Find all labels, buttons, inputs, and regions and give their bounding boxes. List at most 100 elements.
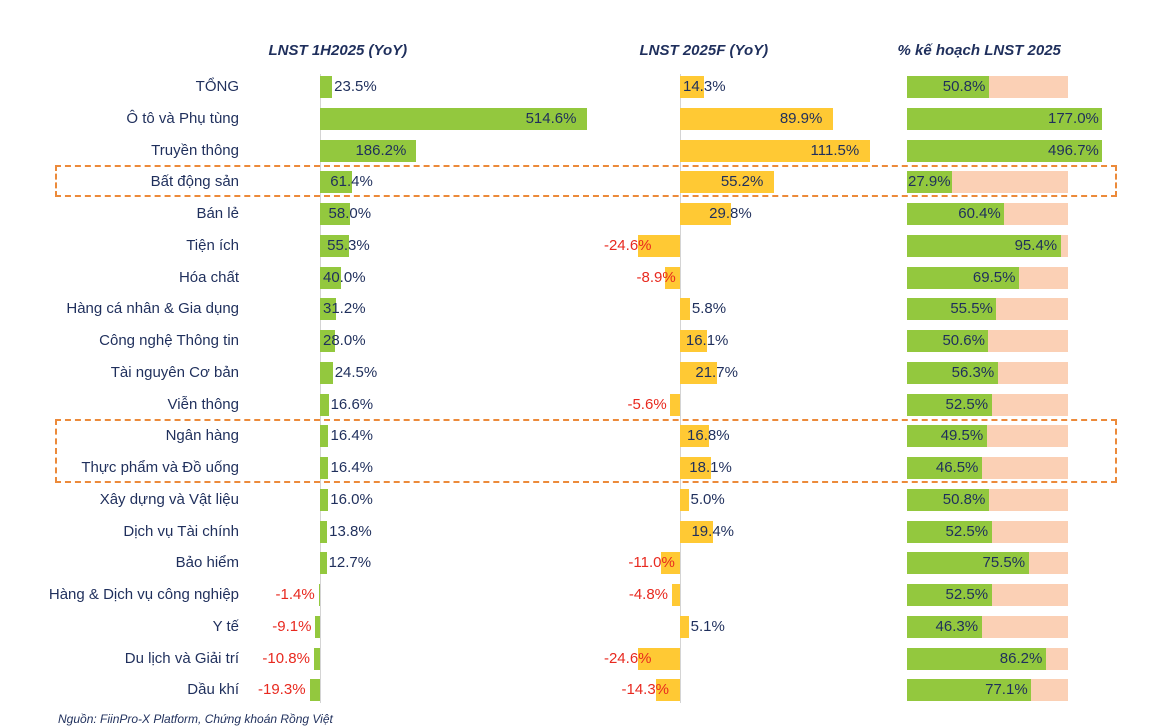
bar-s3-o-to-va-phu-tung [907,107,1102,130]
category-label-thuc-pham-va-do-uong: Thực phẩm và Đồ uống [81,459,239,476]
value-label-s2-dau-khi: -14.3% [621,681,670,699]
bar-s2-dich-vu-tai-chinh [680,520,713,543]
value-label-s3-tong: 50.8% [942,78,986,95]
bar-s3-tai-nguyen-co-ban [907,361,998,384]
value-label-s3-thuc-pham-va-do-uong: 46.5% [935,459,979,476]
value-label-s1-tong: 23.5% [334,78,377,95]
bar-s1-du-lich-va-giai-tri [314,647,320,670]
bar-s3-dau-khi [907,679,1032,702]
value-label-s2-xay-dung-va-vat-lieu: 5.0% [690,490,725,508]
bar-s1-tien-ich [320,234,349,257]
value-label-s2-o-to-va-phu-tung: 89.9% [779,109,823,127]
bar-s1-truyen-thong [320,139,417,162]
bar-s1-hang-dich-vu-cong-nghiep [318,584,320,606]
value-label-s2-dich-vu-tai-chinh: 19.4% [691,522,735,540]
value-label-s2-ban-le: 29.8% [709,205,752,222]
category-label-du-lich-va-giai-tri: Du lịch và Giải trí [124,649,239,667]
bar-s1-ban-le [320,203,351,225]
bar-s1-bat-dong-san [320,171,352,194]
bar-s2-tai-nguyen-co-ban [680,361,717,384]
bar-s2-tien-ich [638,234,680,257]
value-label-s1-dau-khi: -19.3% [258,681,306,699]
value-label-s2-cong-nghe-thong-tin: 16.1% [685,332,729,349]
source-note: Nguồn: FiinPro-X Platform, Chứng khoán R… [58,712,333,726]
bar-s1-xay-dung-va-vat-lieu [320,488,329,511]
bar-s1-dich-vu-tai-chinh [320,520,328,543]
value-label-s1-tai-nguyen-co-ban: 24.5% [334,363,378,381]
bar-s2-y-te [680,615,689,638]
value-label-s1-hang-ca-nhan-gia-dung: 31.2% [323,300,366,318]
value-label-s2-tong: 14.3% [683,78,726,95]
zero-axis-2 [680,74,681,704]
bar-s3-ngan-hang [907,425,987,448]
value-label-s3-vien-thong: 52.5% [945,395,989,413]
value-label-s1-dich-vu-tai-chinh: 13.8% [329,522,372,540]
value-label-s1-bao-hiem: 12.7% [328,554,372,572]
category-label-truyen-thong: Truyền thông [151,141,239,159]
bar-s2-dau-khi [655,679,680,702]
bar-s1-vien-thong [320,393,329,416]
category-label-cong-nghe-thong-tin: Công nghệ Thông tin [99,332,239,349]
value-label-s3-truyen-thong: 496.7% [1048,141,1099,159]
value-label-s3-tien-ich: 95.4% [1014,236,1058,254]
category-label-bat-dong-san: Bất động sản [150,173,239,191]
bar-s1-bao-hiem [320,552,327,575]
zero-axis-1 [320,74,321,704]
category-label-o-to-va-phu-tung: Ô tô và Phụ tùng [126,109,239,127]
value-label-s1-cong-nghe-thong-tin: 28.0% [323,332,366,349]
bar-s2-hang-ca-nhan-gia-dung [680,298,690,321]
value-label-s1-tien-ich: 55.3% [327,236,370,254]
bar-s2-vien-thong [670,393,680,416]
bar-s1-dau-khi [310,679,320,702]
value-label-s3-y-te: 46.3% [935,617,979,635]
category-label-hang-ca-nhan-gia-dung: Hàng cá nhân & Gia dụng [66,300,239,318]
bar-s1-tong [320,76,333,98]
value-label-s3-dau-khi: 77.1% [985,681,1028,699]
category-label-tong: TỔNG [195,78,239,95]
bar-s3-cong-nghe-thong-tin [907,330,989,352]
value-label-s2-hang-ca-nhan-gia-dung: 5.8% [691,300,727,318]
bar-s2-bao-hiem [661,552,680,575]
category-label-ngan-hang: Ngân hàng [165,427,239,445]
bar-s3-du-lich-va-giai-tri [907,647,1046,670]
bar-s2-hoa-chat [664,266,680,289]
value-label-s1-bat-dong-san: 61.4% [330,173,373,191]
value-label-s1-y-te: -9.1% [272,617,312,635]
value-label-s3-hang-ca-nhan-gia-dung: 55.5% [950,300,993,318]
value-label-s1-truyen-thong: 186.2% [355,141,407,159]
value-label-s3-ban-le: 60.4% [958,205,1001,222]
category-label-dich-vu-tai-chinh: Dịch vụ Tài chính [123,522,239,540]
value-label-s1-hang-dich-vu-cong-nghiep: -1.4% [275,586,315,603]
bar-s3-thuc-pham-va-do-uong [907,457,982,479]
value-label-s3-bat-dong-san: 27.9% [908,173,951,191]
value-label-s3-hoa-chat: 69.5% [972,268,1016,286]
value-label-s1-du-lich-va-giai-tri: -10.8% [262,649,310,667]
bar-s1-cong-nghe-thong-tin [320,330,335,352]
highlight-box-1 [55,165,1117,198]
category-label-tien-ich: Tiện ích [186,236,239,254]
category-label-tai-nguyen-co-ban: Tài nguyên Cơ bản [110,363,239,381]
bar-s3-hang-dich-vu-cong-nghiep [907,584,992,606]
column-title-2: LNST 2025F (YoY) [639,42,769,59]
bar-s1-o-to-va-phu-tung [320,107,587,130]
value-label-s1-vien-thong: 16.6% [330,395,374,413]
bar-s3-tien-ich [907,234,1061,257]
value-label-s2-hang-dich-vu-cong-nghiep: -4.8% [628,586,669,603]
category-label-xay-dung-va-vat-lieu: Xây dựng và Vật liệu [99,490,239,508]
bar-s3-hoa-chat [907,266,1019,289]
value-label-s2-tien-ich: -24.6% [603,236,652,254]
bar-s2-xay-dung-va-vat-lieu [680,488,689,511]
value-label-s1-xay-dung-va-vat-lieu: 16.0% [330,490,373,508]
value-label-s3-du-lich-va-giai-tri: 86.2% [999,649,1043,667]
value-label-s1-thuc-pham-va-do-uong: 16.4% [330,459,374,476]
bar-s3-bat-dong-san [907,171,952,194]
category-label-bao-hiem: Bảo hiểm [175,554,239,572]
value-label-s1-ban-le: 58.0% [328,205,372,222]
value-label-s2-ngan-hang: 16.8% [687,427,730,445]
bar-s2-ban-le [680,203,731,225]
bar-s1-hoa-chat [320,266,341,289]
value-label-s2-du-lich-va-giai-tri: -24.6% [603,649,652,667]
bar-s2-du-lich-va-giai-tri [638,647,680,670]
value-label-s2-vien-thong: -5.6% [627,395,667,413]
value-label-s2-thuc-pham-va-do-uong: 18.1% [689,459,732,476]
